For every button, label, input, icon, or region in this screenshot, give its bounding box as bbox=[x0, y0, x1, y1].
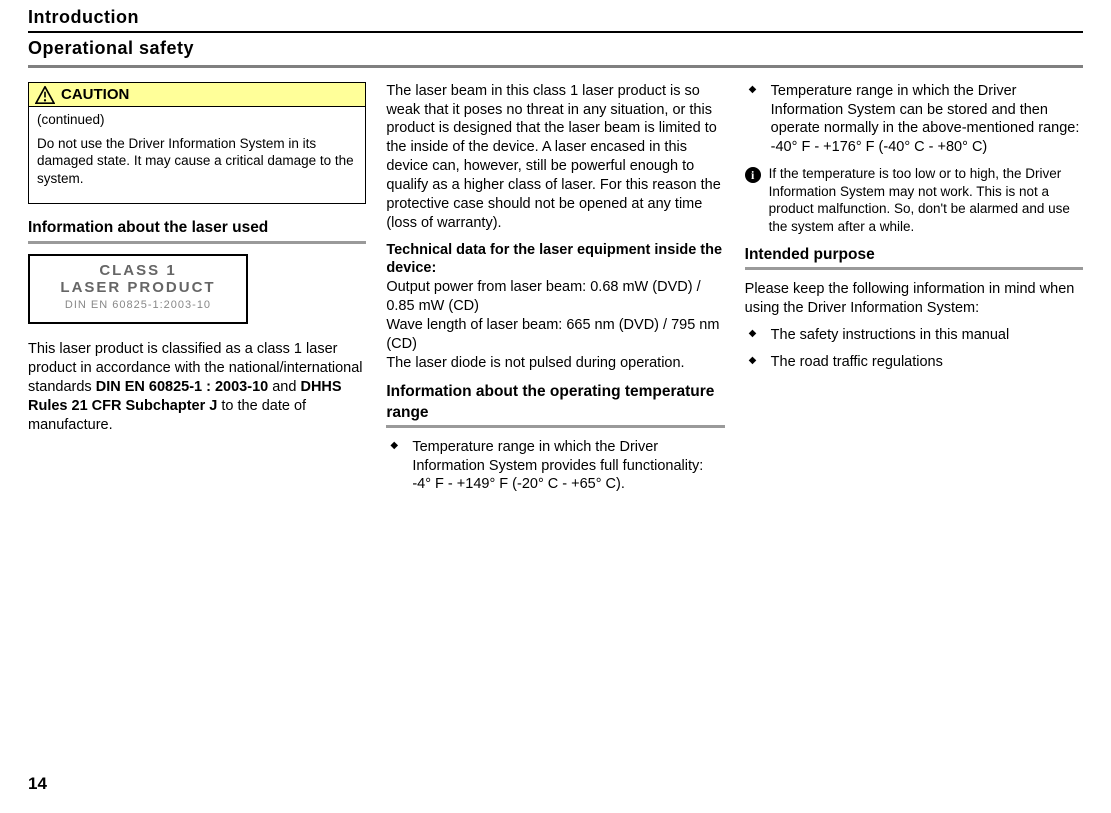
warning-triangle-icon bbox=[35, 86, 55, 104]
list-item: The road traffic regulations bbox=[745, 353, 1083, 372]
laser-label-line2: LASER PRODUCT bbox=[40, 279, 236, 296]
laser-label-line3: DIN EN 60825-1:2003-10 bbox=[40, 298, 236, 312]
subheading-laser: Information about the laser used bbox=[28, 218, 366, 243]
list-item: Temperature range in which the Driver In… bbox=[386, 438, 724, 495]
info-text: If the temperature is too low or to high… bbox=[769, 165, 1083, 235]
column-3: Temperature range in which the Driver In… bbox=[745, 82, 1083, 502]
text-span: and bbox=[268, 379, 300, 395]
laser-classification-para: This laser product is classified as a cl… bbox=[28, 340, 366, 434]
caution-label: CAUTION bbox=[61, 85, 129, 105]
laser-class-label: CLASS 1 LASER PRODUCT DIN EN 60825-1:200… bbox=[28, 254, 248, 325]
list-item: The safety instructions in this manual bbox=[745, 326, 1083, 345]
content-columns: CAUTION (continued) Do not use the Drive… bbox=[28, 82, 1083, 502]
list-item: Temperature range in which the Driver In… bbox=[745, 82, 1083, 157]
laser-label-line1: CLASS 1 bbox=[40, 262, 236, 279]
caution-body: (continued) Do not use the Driver Inform… bbox=[29, 107, 365, 203]
technical-data: Technical data for the laser equipment i… bbox=[386, 241, 724, 373]
info-note: i If the temperature is too low or to hi… bbox=[745, 165, 1083, 235]
standard-din: DIN EN 60825-1 : 2003-10 bbox=[96, 379, 269, 395]
section-title: Operational safety bbox=[28, 33, 1083, 67]
laser-description-para: The laser beam in this class 1 laser pro… bbox=[386, 82, 724, 233]
caution-continued: (continued) bbox=[37, 111, 357, 129]
info-icon: i bbox=[745, 167, 761, 183]
tech-output-power: Output power from laser beam: 0.68 mW (D… bbox=[386, 279, 700, 314]
tech-pulse: The laser diode is not pulsed during ope… bbox=[386, 355, 684, 371]
column-2: The laser beam in this class 1 laser pro… bbox=[386, 82, 724, 502]
temperature-list-cont: Temperature range in which the Driver In… bbox=[745, 82, 1083, 157]
caution-header: CAUTION bbox=[29, 83, 365, 108]
intended-purpose-list: The safety instructions in this manual T… bbox=[745, 326, 1083, 372]
temperature-list: Temperature range in which the Driver In… bbox=[386, 438, 724, 495]
tech-data-heading: Technical data for the laser equipment i… bbox=[386, 242, 722, 277]
chapter-title: Introduction bbox=[28, 0, 1083, 33]
subheading-temperature: Information about the operating temperat… bbox=[386, 382, 724, 427]
caution-box: CAUTION (continued) Do not use the Drive… bbox=[28, 82, 366, 205]
subheading-intended-purpose: Intended purpose bbox=[745, 245, 1083, 270]
tech-wavelength: Wave length of laser beam: 665 nm (DVD) … bbox=[386, 317, 719, 352]
caution-text: Do not use the Driver Information System… bbox=[37, 135, 357, 188]
page-number: 14 bbox=[28, 773, 47, 795]
column-1: CAUTION (continued) Do not use the Drive… bbox=[28, 82, 366, 502]
intended-purpose-intro: Please keep the following information in… bbox=[745, 280, 1083, 318]
